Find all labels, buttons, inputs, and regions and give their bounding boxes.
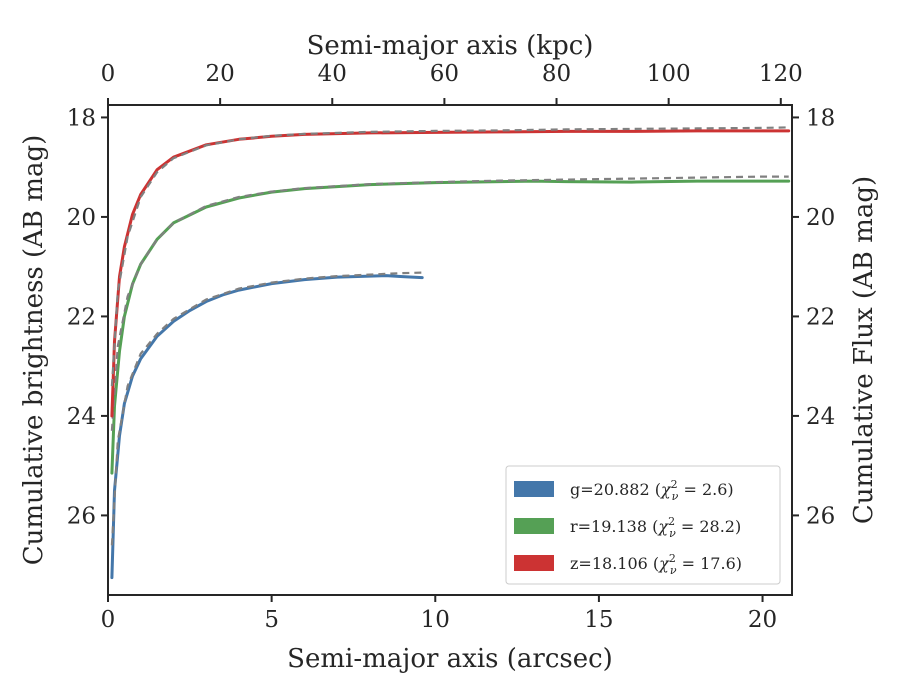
model-line-z [110, 126, 789, 387]
top-x-axis-title: Semi-major axis (kpc) [307, 31, 594, 61]
x-tick-label: 0 [101, 607, 116, 633]
top-x-tick-label: 120 [759, 61, 803, 87]
left-y-tick-label: 20 [67, 205, 96, 231]
right-y-tick-label: 26 [806, 503, 835, 529]
left-y-tick-label: 22 [67, 304, 96, 330]
left-y-tick-label: 26 [67, 503, 96, 529]
model-line-g [110, 271, 423, 546]
x-tick-label: 15 [584, 607, 613, 633]
series-line-g [110, 274, 424, 580]
right-y-tick-label: 24 [806, 404, 835, 430]
top-x-tick-label: 60 [430, 61, 459, 87]
right-y-axis-title: Cumulative Flux (AB mag) [849, 176, 879, 524]
bottom-x-axis-title: Semi-major axis (arcsec) [287, 644, 613, 674]
model-line-r [110, 175, 789, 431]
legend-swatch-r [514, 518, 554, 534]
legend-swatch-g [514, 481, 554, 497]
series-line-z [110, 129, 791, 418]
legend-items: g=20.882 (χ2 ν = 2.6) r=19.138 (χ2 ν = 28.2… [514, 478, 742, 577]
top-x-tick-label: 0 [101, 61, 116, 87]
legend-swatch-z [514, 555, 554, 571]
x-tick-label: 10 [421, 607, 450, 633]
x-tick-label: 20 [748, 607, 777, 633]
left-y-tick-label: 24 [67, 404, 96, 430]
top-x-tick-label: 80 [542, 61, 571, 87]
legend: g=20.882 (χ2 ν = 2.6) r=19.138 (χ2 ν = 28.2… [505, 465, 781, 585]
top-x-tick-label: 40 [318, 61, 347, 87]
legend-label-g: g=20.882 (χ2 ν = 2.6) [570, 478, 734, 503]
series-line-r [110, 179, 791, 475]
right-y-tick-label: 18 [806, 105, 835, 131]
right-y-tick-label: 22 [806, 304, 835, 330]
left-y-axis-title: Cumulative brightness (AB mag) [19, 135, 49, 566]
legend-label-z: z=18.106 (χ2 ν = 17.6) [570, 552, 742, 577]
left-y-tick-label: 18 [67, 105, 96, 131]
top-x-tick-label: 100 [647, 61, 691, 87]
x-tick-label: 5 [264, 607, 279, 633]
right-y-tick-label: 20 [806, 205, 835, 231]
legend-label-r: r=19.138 (χ2 ν = 28.2) [570, 515, 741, 540]
top-x-tick-label: 20 [205, 61, 234, 87]
legend-frame [505, 465, 781, 585]
axes-frame [107, 104, 793, 596]
plot-area [110, 126, 791, 580]
